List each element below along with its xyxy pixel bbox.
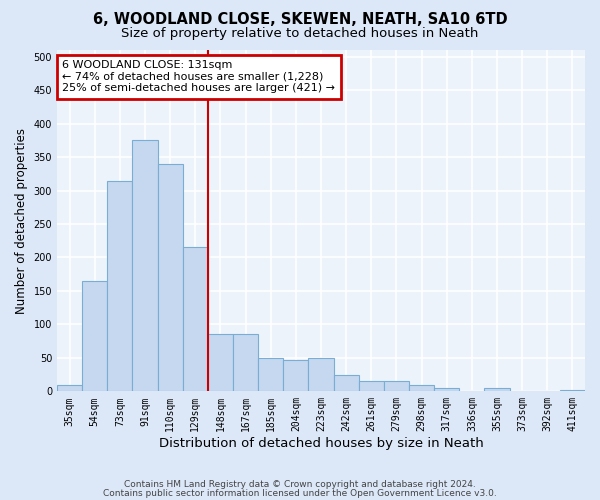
Bar <box>334 374 359 392</box>
Bar <box>509 390 535 392</box>
Bar <box>233 334 258 392</box>
Bar <box>560 390 585 392</box>
Bar <box>484 388 509 392</box>
Bar <box>535 390 560 392</box>
X-axis label: Distribution of detached houses by size in Neath: Distribution of detached houses by size … <box>158 437 484 450</box>
Text: Contains public sector information licensed under the Open Government Licence v3: Contains public sector information licen… <box>103 488 497 498</box>
Bar <box>359 382 384 392</box>
Bar <box>384 382 409 392</box>
Text: Contains HM Land Registry data © Crown copyright and database right 2024.: Contains HM Land Registry data © Crown c… <box>124 480 476 489</box>
Bar <box>107 180 133 392</box>
Bar <box>57 384 82 392</box>
Bar <box>133 140 158 392</box>
Bar <box>283 360 308 392</box>
Bar <box>308 358 334 392</box>
Bar <box>258 358 283 392</box>
Bar <box>183 248 208 392</box>
Y-axis label: Number of detached properties: Number of detached properties <box>15 128 28 314</box>
Bar <box>158 164 183 392</box>
Bar <box>434 388 459 392</box>
Bar <box>208 334 233 392</box>
Bar <box>409 384 434 392</box>
Bar <box>82 281 107 392</box>
Text: 6, WOODLAND CLOSE, SKEWEN, NEATH, SA10 6TD: 6, WOODLAND CLOSE, SKEWEN, NEATH, SA10 6… <box>92 12 508 28</box>
Text: 6 WOODLAND CLOSE: 131sqm
← 74% of detached houses are smaller (1,228)
25% of sem: 6 WOODLAND CLOSE: 131sqm ← 74% of detach… <box>62 60 335 94</box>
Text: Size of property relative to detached houses in Neath: Size of property relative to detached ho… <box>121 28 479 40</box>
